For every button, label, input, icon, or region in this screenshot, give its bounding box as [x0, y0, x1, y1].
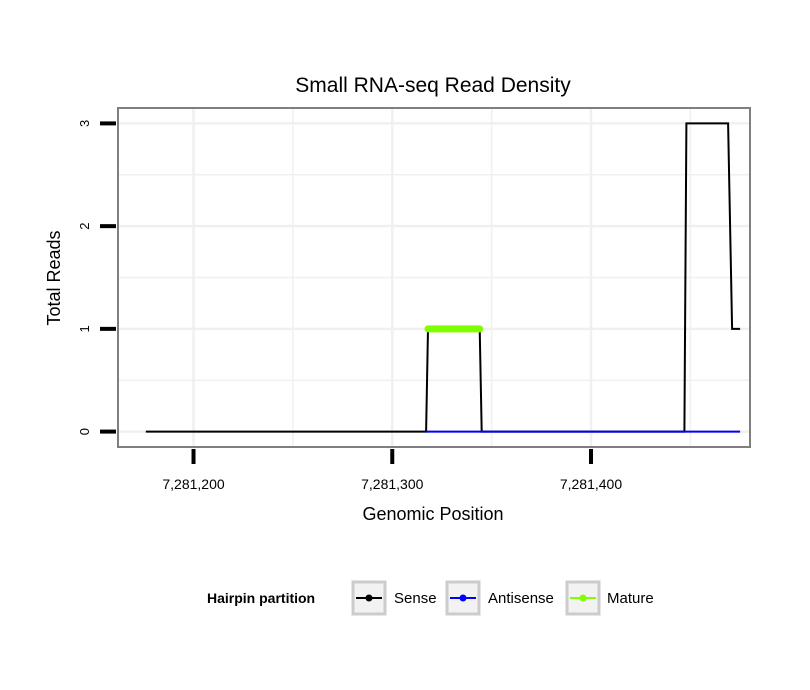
x-tick-label: 7,281,400: [560, 476, 622, 492]
legend-label-mature: Mature: [607, 590, 654, 607]
y-axis: 0 1 2 3: [77, 120, 116, 435]
legend-dot-mature: [579, 594, 587, 602]
x-tick-label: 7,281,200: [162, 476, 224, 492]
y-tick-label: 3: [77, 120, 92, 127]
series-layer: [145, 122, 741, 433]
legend-label-sense: Sense: [394, 590, 437, 607]
plot-border: [117, 107, 751, 448]
legend-title: Hairpin partition: [207, 590, 315, 606]
legend-label-antisense: Antisense: [488, 590, 554, 607]
legend-item-mature: Mature: [565, 580, 654, 616]
chart-title: Small RNA-seq Read Density: [295, 74, 571, 97]
legend-dot-sense: [365, 594, 373, 602]
y-tick-label: 1: [77, 325, 92, 332]
legend-dot-antisense: [459, 594, 467, 602]
y-tick-label: 0: [77, 428, 92, 435]
legend-item-antisense: Antisense: [445, 580, 554, 616]
y-axis-label: Total Reads: [44, 230, 64, 325]
legend-item-sense: Sense: [351, 580, 437, 616]
x-axis: 7,281,200 7,281,300 7,281,400: [162, 449, 622, 492]
x-tick-label: 7,281,300: [361, 476, 423, 492]
x-axis-label: Genomic Position: [362, 504, 503, 524]
legend: Hairpin partition Sense Antisense Mature: [207, 580, 654, 616]
y-tick-label: 2: [77, 222, 92, 229]
